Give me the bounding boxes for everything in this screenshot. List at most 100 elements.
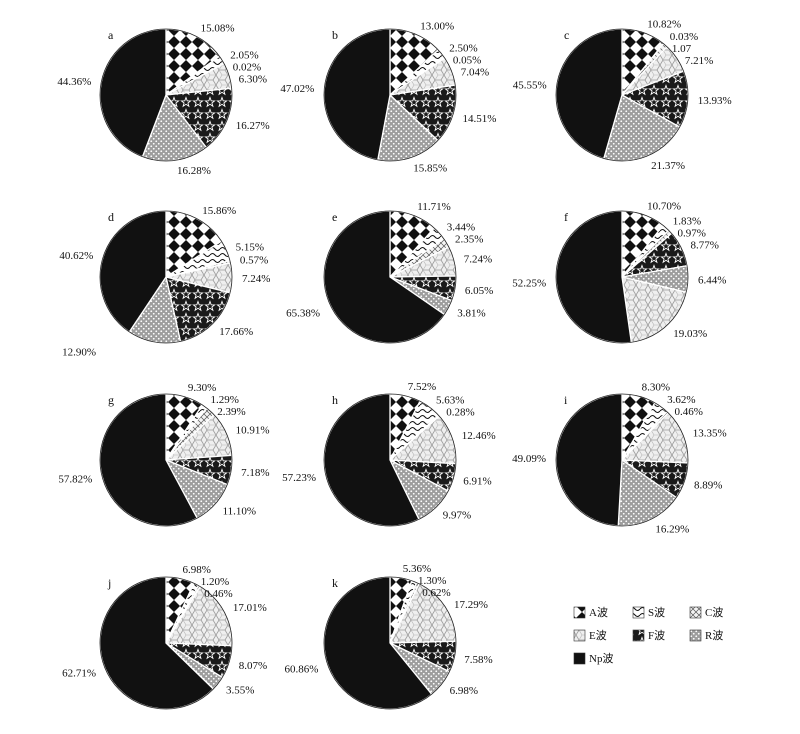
slice-label-a-r: 16.28% (177, 165, 211, 177)
legend-label-r: R波 (705, 629, 723, 642)
slice-label-g-np: 57.82% (58, 474, 92, 486)
legend-label-a: A波 (589, 606, 608, 619)
legend-item-r: R波 (689, 629, 723, 642)
pie-outline (555, 393, 689, 527)
slice-label-g-f: 7.18% (241, 467, 269, 479)
slice-label-e-np: 65.38% (286, 307, 320, 319)
slice-label-f-a: 10.70% (647, 200, 681, 212)
legend-label-c: C波 (705, 606, 723, 619)
slice-label-j-f: 8.07% (239, 660, 267, 672)
slice-i-np (555, 393, 623, 527)
slice-label-e-c: 2.35% (455, 234, 483, 246)
slice-label-k-np: 60.86% (284, 663, 318, 675)
slice-label-k-c: 0.62% (422, 587, 450, 599)
slice-label-d-np: 40.62% (59, 250, 93, 262)
slice-label-k-f: 7.58% (464, 654, 492, 666)
legend-item-f: F波 (632, 629, 665, 642)
slice-label-g-c: 2.39% (217, 406, 245, 418)
slice-label-i-f: 8.89% (694, 479, 722, 491)
slice-label-f-f: 8.77% (691, 239, 719, 251)
slice-label-e-a: 11.71% (417, 201, 451, 213)
slice-label-i-np: 49.09% (512, 453, 546, 465)
slice-label-b-f: 14.51% (463, 113, 497, 125)
slice-label-j-np: 62.71% (62, 668, 96, 680)
legend-label-np: Np波 (589, 652, 613, 665)
pie-panel-g: g 9.30%1.29%2.39% 10.91% 7.18% 11.10% 57.82% (58, 382, 270, 527)
slice-label-b-c: 0.05% (453, 55, 481, 67)
slice-label-i-r: 16.29% (655, 523, 689, 535)
slice-label-e-f: 6.05% (465, 285, 493, 297)
slice-label-h-s: 5.63% (436, 395, 464, 407)
pie-panel-i: i 8.30%3.62%0.46% 13.35% 8.89% 16.29% 49.09% (512, 382, 727, 536)
slice-label-c-r: 21.37% (651, 160, 685, 172)
panel-letter-i: i (564, 393, 568, 407)
slice-label-j-r: 3.55% (226, 685, 254, 697)
legend-item-c: C波 (689, 606, 723, 619)
panel-letter-e: e (332, 210, 337, 224)
slice-label-h-c: 0.28% (446, 407, 474, 419)
slice-label-a-f: 16.27% (236, 120, 270, 132)
slice-label-f-c: 0.97% (678, 227, 706, 239)
slice-label-c-e: 7.21% (685, 55, 713, 67)
slice-label-a-e: 6.30% (239, 74, 267, 86)
slice-label-d-c: 0.57% (240, 255, 268, 267)
slice-label-h-r: 9.97% (443, 510, 471, 522)
panel-letter-c: c (564, 28, 569, 42)
slice-label-i-a: 8.30% (642, 382, 670, 394)
slice-label-a-c: 0.02% (233, 62, 261, 74)
slice-label-i-c: 0.46% (675, 406, 703, 418)
slice-label-e-r: 3.81% (457, 307, 485, 319)
slice-label-f-np: 52.25% (512, 277, 546, 289)
slice-label-f-s: 1.83% (673, 215, 701, 227)
pie-outline (323, 210, 457, 344)
legend-item-s: S波 (632, 606, 665, 619)
slice-label-b-a: 13.00% (420, 20, 454, 32)
legend-swatch-s (632, 606, 645, 619)
legend-swatch-c (689, 606, 702, 619)
slice-label-g-s: 1.29% (211, 394, 239, 406)
panel-letter-f: f (564, 210, 568, 224)
panel-letter-h: h (332, 393, 338, 407)
slice-label-a-a: 15.08% (201, 22, 235, 34)
legend-swatch-a (573, 606, 586, 619)
slice-label-g-a: 9.30% (188, 382, 216, 394)
panel-letter-a: a (108, 28, 114, 42)
slice-label-j-e: 17.01% (233, 602, 267, 614)
slice-label-i-e: 13.35% (693, 427, 727, 439)
slice-label-c-a: 10.82% (647, 18, 681, 30)
legend-label-e: E波 (589, 629, 607, 642)
slice-label-e-s: 3.44% (447, 222, 475, 234)
slice-label-c-c: 1.07 (672, 43, 692, 55)
slice-label-c-s: 0.03% (670, 31, 698, 43)
pie-panel-e: e 11.71% 3.44%2.35% 7.24% 6.05% 3.81% 65.38% (286, 201, 493, 344)
pie-outline (323, 393, 457, 527)
chart-legend: A波 S波 C波 E波 F波 R波 Np波 (573, 606, 723, 665)
legend-label-s: S波 (648, 606, 665, 619)
pie-outline (555, 210, 689, 344)
panel-letter-k: k (332, 576, 338, 590)
slice-label-h-f: 6.91% (463, 476, 491, 488)
pie-panel-d: d 15.86% 5.15%0.57% 7.24% 17.66% 12.90% 40.62% (59, 205, 270, 359)
pie-panel-f: f 10.70% 1.83%0.97%8.77% 6.44% 19.03% 52.25% (512, 200, 726, 344)
pie-outline (99, 576, 233, 710)
slice-label-d-r: 12.90% (62, 347, 96, 359)
slice-label-k-e: 17.29% (454, 599, 488, 611)
panel-letter-b: b (332, 28, 338, 42)
slice-label-d-f: 17.66% (219, 326, 253, 338)
slice-label-c-np: 45.55% (513, 79, 547, 91)
pie-panel-c: c 10.82%0.03%1.077.21% 13.93% 21.37% 45.55% (513, 18, 732, 172)
slice-label-j-c: 0.46% (204, 588, 232, 600)
slice-label-e-e: 7.24% (464, 254, 492, 266)
slice-label-f-e: 19.03% (673, 328, 707, 340)
pie-panel-j: j 6.98%1.20%0.46%17.01% 8.07% 3.55% 62.71% (62, 564, 267, 710)
slice-label-b-s: 2.50% (449, 43, 477, 55)
slice-label-a-np: 44.36% (57, 76, 91, 88)
pie-outline (99, 28, 233, 162)
slice-label-k-r: 6.98% (450, 685, 478, 697)
legend-item-np: Np波 (573, 652, 613, 665)
slice-label-i-s: 3.62% (667, 394, 695, 406)
slice-label-d-a: 15.86% (202, 205, 236, 217)
pie-outline (99, 393, 233, 527)
slice-f-np (555, 210, 633, 344)
